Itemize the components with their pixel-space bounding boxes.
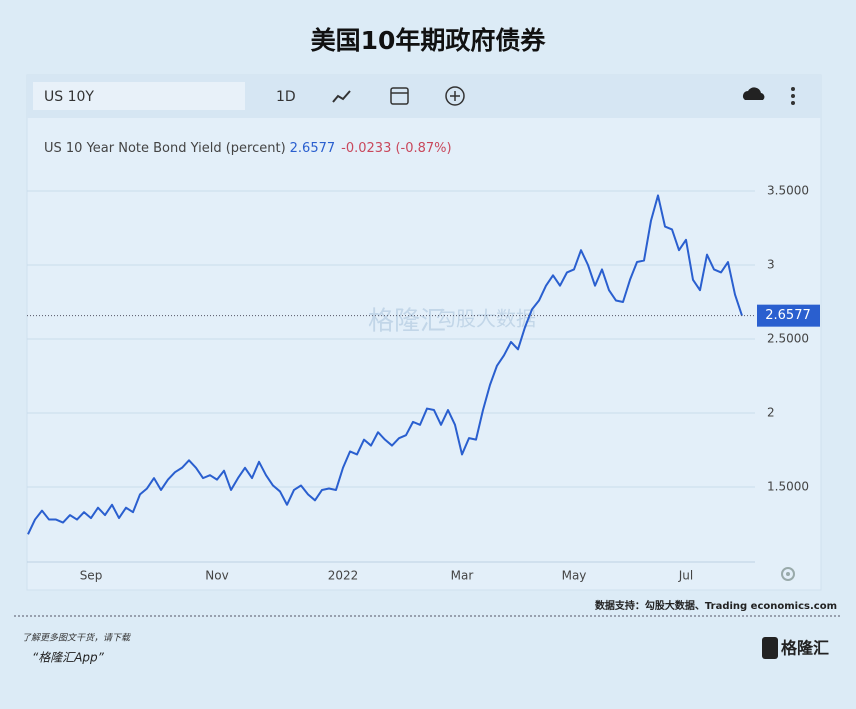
interval[interactable]: 1D bbox=[276, 89, 296, 105]
plot: 1.5000 2 2.5000 3 3.5000 Sep Nov 2022 Mar May Jul 2… bbox=[27, 184, 820, 583]
line bbox=[27, 194, 743, 535]
footer-line: 了解更多图文干货，请下载 bbox=[22, 633, 131, 644]
y-tick-label: 3.5000 bbox=[767, 184, 809, 198]
watermark: 格隆汇 bbox=[368, 307, 446, 337]
chart-panel bbox=[26, 74, 822, 591]
ticker[interactable]: US 10Y bbox=[44, 89, 94, 105]
logo: 格隆汇 bbox=[781, 639, 829, 658]
x-tick-label: May bbox=[562, 569, 587, 583]
last-value-label: 2.6577 bbox=[765, 308, 811, 323]
add-icon[interactable] bbox=[445, 86, 465, 106]
footer-app: “格隆汇App” bbox=[32, 651, 105, 665]
logo-mark bbox=[762, 637, 778, 659]
download-icon[interactable] bbox=[743, 87, 765, 100]
x-tick-label: Jul bbox=[678, 569, 693, 583]
menu-icon[interactable] bbox=[791, 87, 795, 105]
y-tick-label: 2.5000 bbox=[767, 332, 809, 346]
legend-change: -0.0233 (-0.87%) bbox=[341, 141, 451, 156]
legend-last-value: 2.6577 bbox=[290, 141, 336, 156]
legend: US 10 Year Note Bond Yield (percent) 2.65… bbox=[44, 141, 452, 156]
x-tick-label: Mar bbox=[451, 569, 474, 583]
calendar-icon[interactable] bbox=[390, 87, 409, 105]
x-tick-label: 2022 bbox=[328, 569, 359, 583]
chart-type-icon[interactable] bbox=[332, 90, 351, 103]
ticker-box[interactable] bbox=[33, 82, 245, 110]
y-tick-label: 2 bbox=[767, 406, 775, 420]
legend-name: US 10 Year Note Bond Yield (percent) bbox=[44, 141, 286, 156]
y-tick-label: 3 bbox=[767, 258, 775, 272]
last-value-tag bbox=[757, 304, 820, 327]
watermark: 勾股大数据 bbox=[436, 307, 536, 331]
settings-icon[interactable] bbox=[781, 567, 795, 581]
x-tick-label: Sep bbox=[80, 569, 103, 583]
y-tick-label: 1.5000 bbox=[767, 480, 809, 494]
source: 数据支持：勾股大数据、Trading economics.com bbox=[595, 599, 837, 612]
chart-title: 美国10年期政府债券 bbox=[311, 26, 547, 55]
x-tick-label: Nov bbox=[205, 569, 228, 583]
